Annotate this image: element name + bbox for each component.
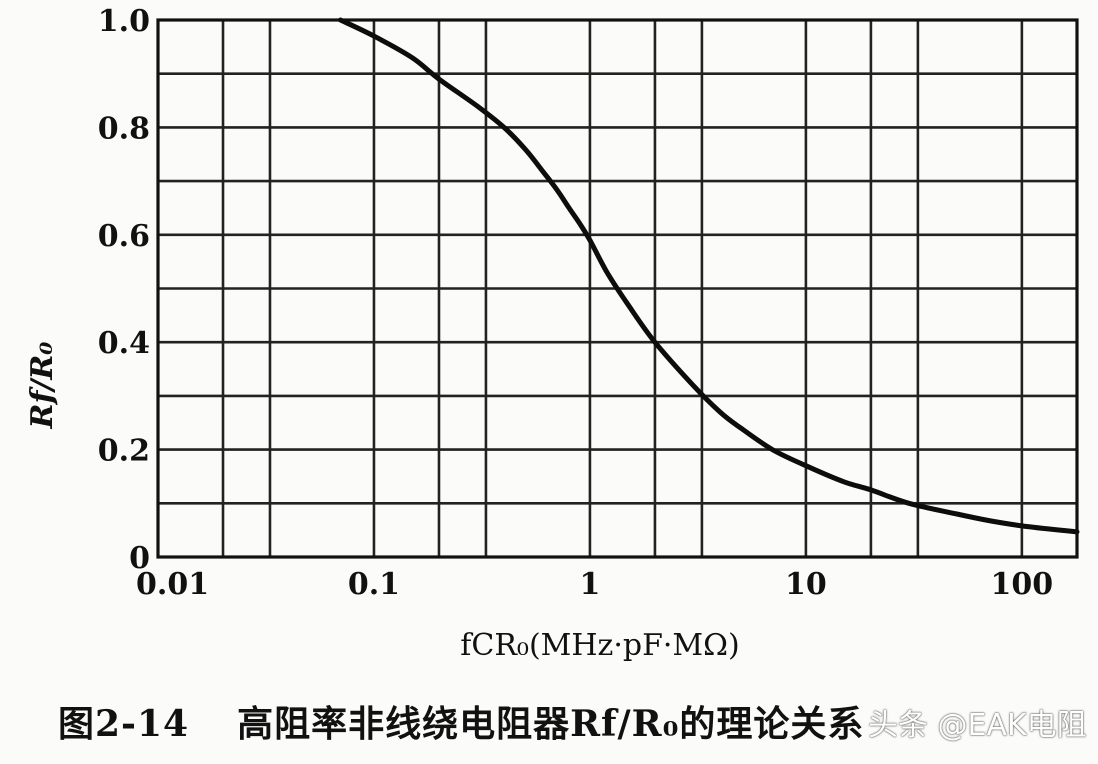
x-tick-labels: 0.01 0.1 1 10 100: [136, 567, 1053, 602]
y-tick-label: 0.4: [98, 326, 150, 361]
y-tick-label: 1.0: [98, 4, 150, 39]
y-tick-label: 0.2: [98, 434, 150, 469]
figure-caption: 图2-14 高阻率非线绕电阻器Rf/R₀的理论关系: [58, 695, 864, 747]
x-tick-label: 10: [785, 567, 827, 602]
figure-caption-text: 高阻率非线绕电阻器Rf/R₀的理论关系: [237, 703, 865, 745]
y-tick-labels: 1.0 0.8 0.6 0.4 0.2 0: [98, 4, 150, 576]
y-axis-label: Rf/R₀: [25, 342, 60, 430]
x-tick-label: 1: [579, 567, 600, 602]
x-tick-label: 100: [991, 567, 1054, 602]
y-tick-label: 0.8: [98, 111, 150, 146]
x-tick-label: 0.1: [348, 567, 400, 602]
y-tick-label: 0: [129, 541, 150, 576]
x-axis-label: fCR₀(MHz·pF·MΩ): [460, 628, 739, 663]
x-tick-label: 0.01: [136, 567, 209, 602]
series-line: [338, 17, 1080, 535]
series-curve: [338, 17, 1080, 535]
y-tick-label: 0.6: [98, 219, 150, 254]
plot-border: [156, 18, 1079, 559]
figure-number: 图2-14: [58, 703, 190, 745]
watermark: 头条 @EAK电阻: [868, 708, 1087, 743]
plot-frame: [156, 18, 1079, 559]
